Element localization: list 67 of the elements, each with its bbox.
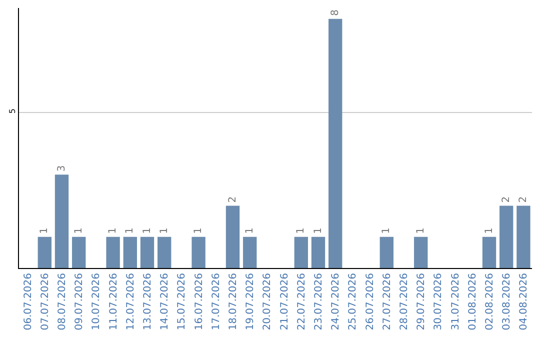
data-label: 1 xyxy=(296,227,307,234)
bar xyxy=(482,236,496,268)
bar xyxy=(123,236,137,268)
bar xyxy=(414,236,428,268)
data-label: 1 xyxy=(381,227,392,234)
x-tick-label: 15.07.2026 xyxy=(176,273,188,330)
bar xyxy=(311,236,326,268)
bar xyxy=(328,18,342,268)
x-tick-label: 10.07.2026 xyxy=(91,273,102,330)
bar xyxy=(226,206,240,268)
x-tick-label: 12.07.2026 xyxy=(125,273,136,330)
x-tick-label: 28.07.2026 xyxy=(399,273,410,330)
data-label: 2 xyxy=(227,196,238,203)
bar xyxy=(500,206,514,268)
data-label: 1 xyxy=(39,227,50,234)
x-tick-label: 18.07.2026 xyxy=(228,273,239,330)
x-tick-label: 21.07.2026 xyxy=(279,273,290,330)
x-tick-label: 13.07.2026 xyxy=(142,273,154,330)
x-tick-label: 14.07.2026 xyxy=(160,273,171,330)
bar xyxy=(380,236,394,268)
bar xyxy=(38,236,52,268)
x-tick-label: 01.08.2026 xyxy=(467,273,478,330)
x-tick-label: 29.07.2026 xyxy=(416,273,428,330)
x-tick-label: 02.08.2026 xyxy=(484,273,496,330)
bar xyxy=(106,236,120,268)
x-tick-label: 27.07.2026 xyxy=(382,273,393,330)
data-label: 1 xyxy=(484,227,495,234)
data-label: 1 xyxy=(124,227,136,234)
x-tick-label: 23.07.2026 xyxy=(314,273,324,330)
bar xyxy=(516,206,530,268)
x-tick-label: 11.07.2026 xyxy=(108,273,120,330)
x-tick-label: 09.07.2026 xyxy=(74,273,86,330)
x-tick-label: 25.07.2026 xyxy=(348,273,359,330)
data-label: 1 xyxy=(108,227,119,234)
x-tick-label: 24.07.2026 xyxy=(330,273,342,330)
x-tick-label: 17.07.2026 xyxy=(210,273,222,330)
data-label: 1 xyxy=(142,227,153,234)
x-tick-label: 03.08.2026 xyxy=(502,273,513,330)
bar xyxy=(243,236,257,268)
data-label: 1 xyxy=(73,227,84,234)
bar xyxy=(72,236,86,268)
x-tick-label: 04.08.2026 xyxy=(518,273,530,330)
bar xyxy=(140,236,154,268)
x-tick-label: 22.07.2026 xyxy=(296,273,308,330)
data-label: 3 xyxy=(56,165,68,172)
x-tick-label: 16.07.2026 xyxy=(194,273,205,330)
x-tick-label: 30.07.2026 xyxy=(433,273,444,330)
x-tick-label: 19.07.2026 xyxy=(245,273,256,330)
data-label: 2 xyxy=(500,196,512,203)
data-label: 1 xyxy=(158,227,170,234)
x-tick-label: 31.07.2026 xyxy=(450,273,462,330)
x-tick-label: 07.07.2026 xyxy=(40,273,51,330)
bar xyxy=(54,174,69,268)
data-label: 1 xyxy=(244,227,256,234)
y-tick-label: 5 xyxy=(8,108,17,114)
data-label: 8 xyxy=(330,10,341,16)
data-label: 1 xyxy=(415,227,426,234)
bar xyxy=(192,236,206,268)
data-label: 1 xyxy=(312,227,324,234)
data-label: 2 xyxy=(518,196,529,203)
bar xyxy=(294,236,308,268)
x-tick-label: 08.07.2026 xyxy=(57,273,68,330)
x-tick-label: 26.07.2026 xyxy=(364,273,376,330)
bar xyxy=(158,236,172,268)
data-label: 1 xyxy=(193,227,204,234)
x-tick-label: 06.07.2026 xyxy=(22,273,34,330)
x-tick-label: 20.07.2026 xyxy=(262,273,274,330)
